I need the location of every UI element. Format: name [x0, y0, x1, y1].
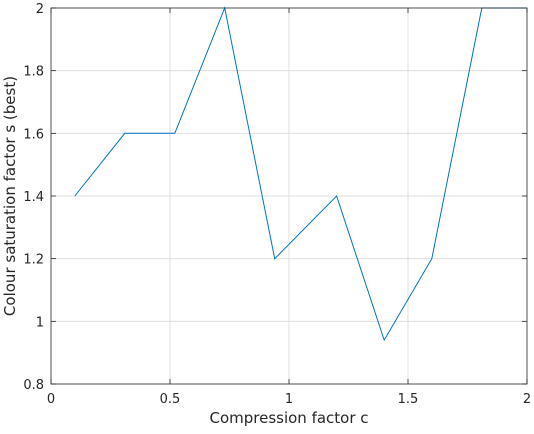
series-line — [74, 6, 527, 342]
y-tick-label: 1.6 — [23, 127, 44, 142]
x-axis-label: Compression factor c — [209, 409, 368, 427]
y-axis-label: Colour saturation factor s (best) — [1, 76, 19, 316]
x-tick-label: 0.5 — [160, 392, 181, 407]
y-tick-label: 1.8 — [23, 65, 44, 80]
series-layer — [74, 6, 527, 342]
y-tick-label: 1.2 — [23, 253, 44, 268]
grid — [51, 8, 527, 384]
x-tick-label: 0 — [47, 392, 55, 407]
x-tick-label: 1.5 — [398, 392, 419, 407]
x-tick-label: 2 — [523, 392, 531, 407]
y-tick-label: 2 — [36, 2, 44, 17]
x-tick-label: 1 — [285, 392, 293, 407]
y-tick-label: 1.4 — [23, 190, 44, 205]
ticks: 0 0.5 1 1.5 2 0.8 1 1.2 1.4 1.6 1.8 2 — [23, 2, 531, 407]
y-tick-label: 1 — [36, 315, 44, 330]
y-tick-label: 0.8 — [23, 378, 44, 393]
